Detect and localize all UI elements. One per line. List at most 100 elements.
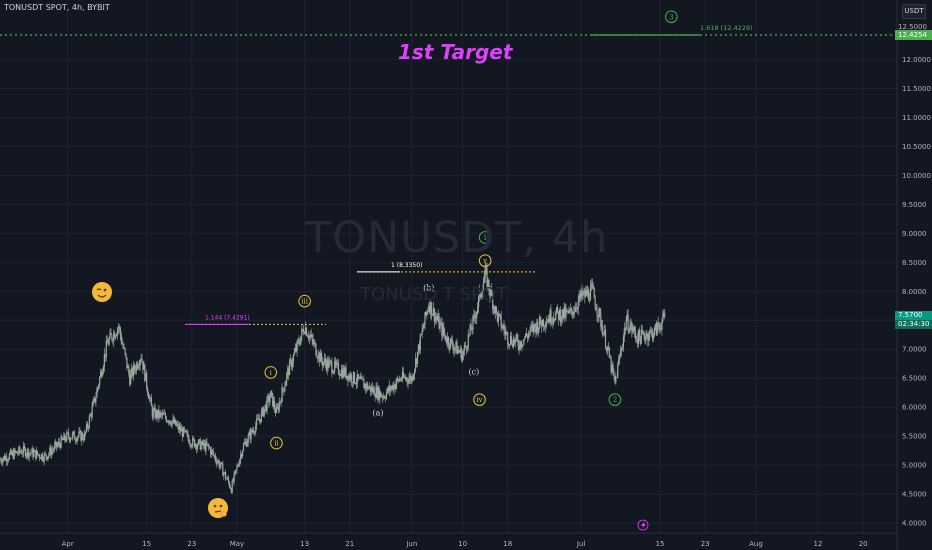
candle-body	[147, 393, 150, 399]
candle-body	[367, 383, 369, 390]
candle-body	[117, 326, 120, 329]
candle-body	[479, 290, 482, 298]
candle-body	[116, 328, 119, 335]
candle-body	[34, 450, 36, 452]
candle-body	[270, 391, 272, 399]
candle-body	[137, 366, 139, 369]
candle-body	[97, 387, 99, 390]
candle-body	[296, 340, 298, 351]
candle-body	[442, 326, 444, 336]
candle-body	[56, 444, 58, 447]
candle-body	[51, 450, 53, 456]
candle-body	[372, 387, 374, 392]
candle-body	[44, 453, 46, 455]
candle-body	[54, 441, 57, 445]
candle-body	[511, 343, 514, 347]
candle-body	[143, 364, 145, 370]
candle-body	[39, 457, 42, 459]
candle-body	[385, 392, 388, 399]
candle-body	[448, 345, 451, 349]
candle-body	[235, 469, 237, 471]
currency-button[interactable]: USDT	[902, 4, 926, 19]
candle-body	[626, 314, 628, 321]
candle-body	[453, 348, 455, 351]
candle-body	[379, 391, 381, 400]
candle-body	[433, 308, 435, 322]
candle-body	[70, 438, 73, 439]
candle-body	[582, 293, 584, 297]
countdown-tag: 02:34:30	[895, 320, 932, 329]
candle-body	[213, 454, 215, 456]
candle-body	[344, 367, 346, 376]
candle-body	[522, 344, 524, 346]
candle-body	[77, 436, 79, 438]
candle-body	[307, 336, 310, 339]
candle-body	[199, 439, 201, 450]
price-axis[interactable]: 4.0000 4.5000 5.0000 5.5000 6.0000 6.5000 7.00…	[902, 56, 931, 527]
candle-body	[336, 362, 338, 365]
candle-body	[531, 325, 533, 327]
candle-body	[37, 450, 39, 455]
candle-body	[146, 372, 148, 388]
candle-body	[596, 309, 598, 316]
candle-body	[356, 374, 358, 383]
candle-body	[103, 354, 105, 367]
candle-body	[498, 313, 500, 315]
candle-body	[29, 452, 31, 454]
candle-body	[265, 404, 267, 411]
candle-body	[552, 318, 554, 323]
chart-grid	[0, 0, 898, 550]
candle-body	[88, 416, 90, 427]
candle-body	[350, 374, 352, 380]
candle-body	[333, 370, 335, 373]
candle-body	[317, 357, 319, 359]
candle-body	[339, 375, 341, 377]
candle-body	[260, 411, 262, 422]
candle-body	[478, 290, 481, 297]
wave-label: i	[270, 369, 273, 377]
candle-body	[589, 287, 592, 301]
candle-body	[353, 372, 356, 383]
candle-body	[36, 450, 38, 459]
candle-body	[470, 324, 472, 331]
candle-body	[12, 451, 14, 459]
x-tick-label: Jun	[405, 540, 417, 548]
candle-body	[360, 376, 362, 379]
candle-body	[515, 334, 517, 340]
wave-circle	[298, 294, 311, 308]
candle-body	[635, 338, 638, 340]
candle-body	[310, 334, 312, 337]
candle-body	[246, 442, 248, 447]
candle-body	[367, 387, 370, 390]
candle-body	[452, 345, 454, 351]
candle-body	[205, 442, 207, 451]
candle-body	[530, 326, 532, 328]
x-tick-label: 15	[142, 540, 151, 548]
candle-body	[514, 339, 516, 344]
candle-body	[574, 307, 577, 312]
candle-body	[190, 444, 192, 447]
candle-body	[492, 295, 494, 309]
candle-body	[273, 400, 275, 407]
candle-body	[393, 384, 395, 391]
candle-body	[427, 310, 429, 312]
candle-body	[280, 401, 282, 403]
candle-body	[223, 473, 225, 476]
candle-body	[161, 413, 163, 416]
candle-body	[188, 438, 190, 444]
candle-body	[459, 351, 461, 353]
time-axis[interactable]: Apr 15 23 May 13 21 Jun 10 18 Jul 15 23 Aug 12 20	[62, 540, 868, 548]
candle-body	[547, 318, 549, 322]
candle-body	[243, 442, 246, 445]
candle-body	[21, 453, 24, 454]
candle-body	[642, 332, 644, 334]
candle-body	[648, 336, 650, 341]
candle-body	[62, 439, 64, 441]
candle-body	[613, 372, 615, 376]
candle-body	[655, 324, 657, 335]
candle-body	[239, 459, 241, 466]
candle-body	[660, 328, 662, 330]
candle-body	[133, 365, 136, 370]
candle-body	[83, 438, 85, 440]
